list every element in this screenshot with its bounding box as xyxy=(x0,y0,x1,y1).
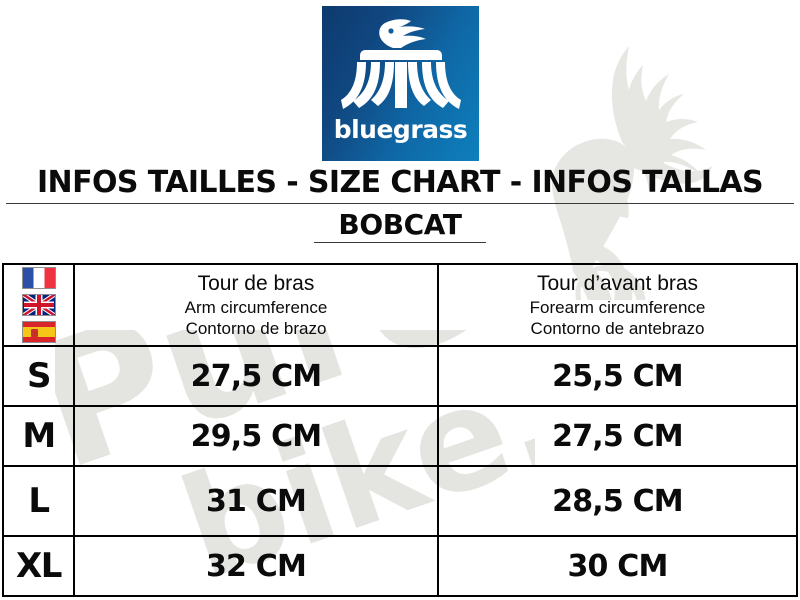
bluegrass-griffin-icon xyxy=(340,19,461,109)
product-title: BOBCAT xyxy=(338,207,462,241)
table-header-row: Tour de bras Arm circumference Contorno … xyxy=(2,262,798,348)
forearm-value-xl: 30 CM xyxy=(437,535,798,598)
table-row: S 27,5 CM 25,5 CM xyxy=(2,345,798,408)
page-title-underline xyxy=(6,202,794,204)
title-block: INFOS TAILLES - SIZE CHART - INFOS TALLA… xyxy=(0,165,800,244)
header-forearm-fr: Tour d’avant bras xyxy=(536,272,699,295)
size-chart-table: Tour de bras Arm circumference Contorno … xyxy=(2,262,798,598)
flag-france-icon xyxy=(21,267,56,290)
forearm-value-l: 28,5 CM xyxy=(437,465,798,538)
product-title-underline xyxy=(314,242,486,244)
header-arm-es: Contorno de brazo xyxy=(185,319,327,339)
page-title: INFOS TAILLES - SIZE CHART - INFOS TALLA… xyxy=(37,165,764,200)
forearm-value-m: 27,5 CM xyxy=(437,405,798,468)
language-flags-cell xyxy=(2,262,75,348)
header-arm-circumference: Tour de bras Arm circumference Contorno … xyxy=(73,262,439,348)
table-row: XL 32 CM 30 CM xyxy=(2,535,798,598)
arm-value-s: 27,5 CM xyxy=(73,345,439,408)
stag-rider-watermark-icon xyxy=(551,46,712,300)
table-row: M 29,5 CM 27,5 CM xyxy=(2,405,798,468)
arm-value-xl: 32 CM xyxy=(73,535,439,598)
size-label-l: L xyxy=(2,465,75,538)
header-forearm-circumference: Tour d’avant bras Forearm circumference … xyxy=(437,262,798,348)
header-arm-en: Arm circumference xyxy=(184,298,328,318)
header-forearm-en: Forearm circumference xyxy=(529,298,706,318)
bluegrass-logo: bluegrass xyxy=(322,6,479,161)
forearm-value-s: 25,5 CM xyxy=(437,345,798,408)
size-label-m: M xyxy=(2,405,75,468)
bluegrass-wordmark: bluegrass xyxy=(333,115,468,144)
header-forearm-es: Contorno de antebrazo xyxy=(530,319,705,339)
table-row: L 31 CM 28,5 CM xyxy=(2,465,798,538)
arm-value-m: 29,5 CM xyxy=(73,405,439,468)
size-label-s: S xyxy=(2,345,75,408)
flag-spain-icon xyxy=(21,321,56,344)
flag-united-kingdom-icon xyxy=(21,294,56,317)
arm-value-l: 31 CM xyxy=(73,465,439,538)
size-label-xl: XL xyxy=(2,535,75,598)
header-arm-fr: Tour de bras xyxy=(197,272,315,295)
